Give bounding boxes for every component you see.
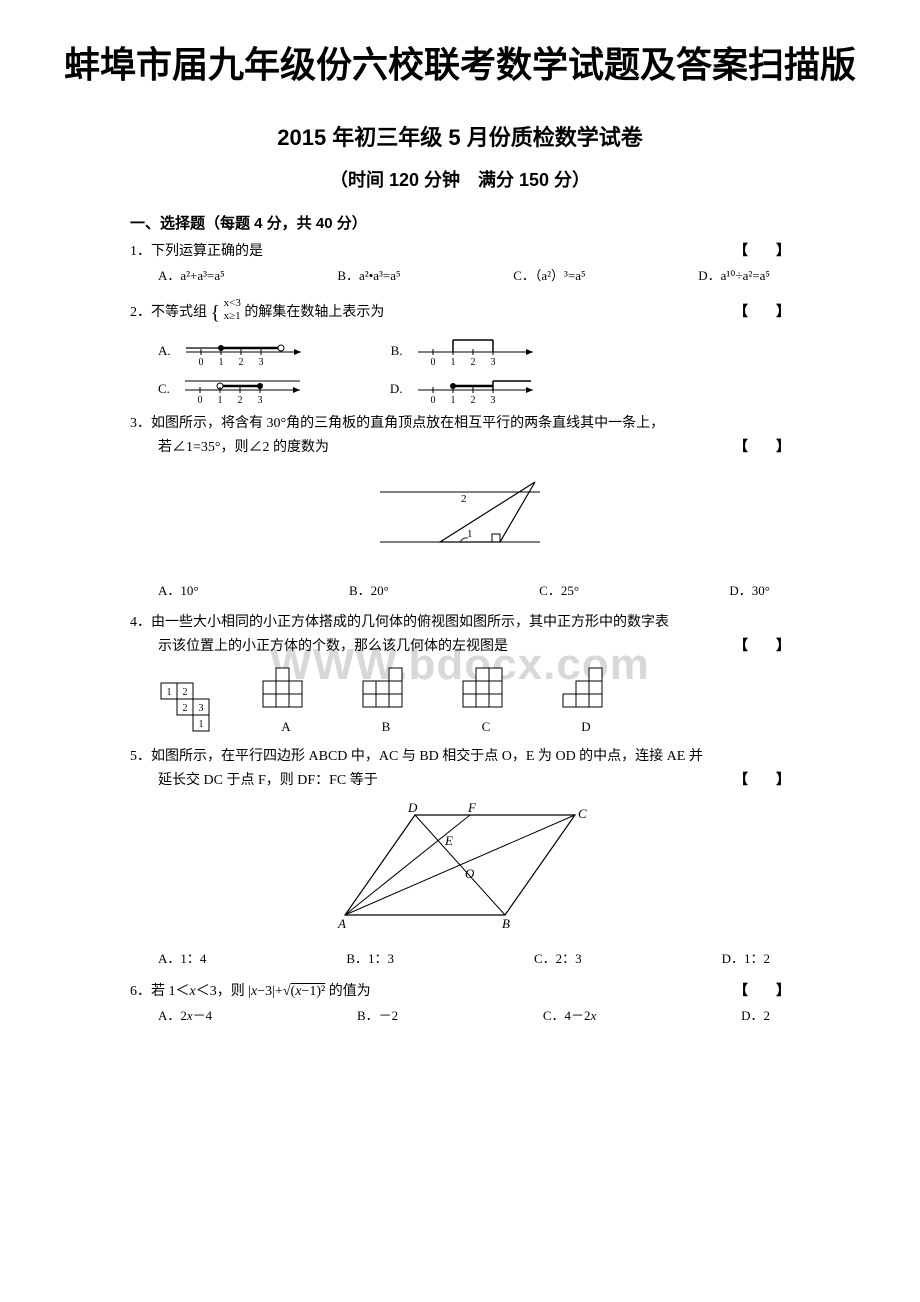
q3-opt-b: B．20°: [349, 581, 389, 602]
q6-opt-d: D．2: [741, 1006, 770, 1027]
svg-text:1: 1: [217, 395, 222, 405]
q2-label-d: D.: [390, 379, 403, 400]
q4-opt-d: D: [556, 666, 616, 737]
q1-opt-c: C．（a²）³=a⁵: [513, 266, 585, 287]
answer-bracket: 【 】: [734, 435, 790, 457]
number-line-d-icon: 0 1 2 3: [413, 375, 543, 405]
sub-title: 2015 年初三年级 5 月份质检数学试卷: [130, 120, 790, 152]
q6-opt-a: A．2x－4: [158, 1006, 212, 1027]
answer-bracket: 【 】: [734, 300, 790, 322]
svg-text:2: 2: [183, 703, 188, 714]
number-line-c-icon: 0 1 2 3: [180, 375, 310, 405]
exam-content: 2015 年初三年级 5 月份质检数学试卷 （时间 120 分钟 满分 150 …: [130, 120, 790, 1028]
q6-text: 6．若 1＜x＜3，则 |x−3|+√(x−1)² 的值为: [130, 981, 371, 1003]
svg-text:3: 3: [257, 395, 262, 405]
q2-label-a: A.: [158, 341, 171, 362]
q4-opt-c: C: [456, 666, 516, 737]
q2-sys-bot: x≥1: [224, 310, 241, 322]
svg-text:3: 3: [490, 357, 495, 367]
svg-text:0: 0: [197, 395, 202, 405]
q4-opt-b: B: [356, 666, 416, 737]
answer-bracket: 【 】: [734, 239, 790, 261]
svg-text:D: D: [407, 800, 418, 815]
view-a-icon: [256, 666, 316, 708]
question-1: 1．下列运算正确的是 【 】 A．a²+a³=a⁵ B．a²•a³=a⁵ C．（…: [130, 239, 790, 288]
svg-text:B: B: [502, 916, 510, 930]
q2-sys-top: x<3: [224, 297, 241, 309]
question-2: 2．不等式组 { x<3 x≥1 的解集在数轴上表示为 【 】 A.: [130, 297, 790, 405]
svg-text:1: 1: [218, 357, 223, 367]
svg-text:3: 3: [199, 703, 204, 714]
q4-text1: 4．由一些大小相同的小正方体搭成的几何体的俯视图如图所示，其中正方形中的数字表: [130, 612, 790, 634]
q2-text: 2．不等式组 { x<3 x≥1 的解集在数轴上表示为: [130, 297, 384, 329]
q2-opt-a: A. 0 1 2 3: [158, 337, 311, 367]
question-3: 3．如图所示，将含有 30°角的三角板的直角顶点放在相互平行的两条直线其中一条上…: [130, 413, 790, 604]
question-5: 5．如图所示，在平行四边形 ABCD 中，AC 与 BD 相交于点 O，E 为 …: [130, 746, 790, 972]
q5-opt-a: A．1：4: [158, 949, 206, 970]
svg-text:C: C: [578, 806, 587, 821]
number-line-b-icon: 0 1 2 3: [413, 337, 543, 367]
time-info: （时间 120 分钟 满分 150 分）: [130, 166, 790, 192]
parallelogram-figure-icon: A B C D F E O: [320, 800, 600, 930]
q2-label-b: B.: [391, 341, 403, 362]
number-line-a-icon: 0 1 2 3: [181, 337, 311, 367]
q5-opt-d: D．1：2: [722, 949, 770, 970]
q4-text2: 示该位置上的小正方体的个数，那么该几何体的左视图是: [158, 636, 508, 658]
q4-opt-a: A: [256, 666, 316, 737]
svg-text:E: E: [444, 833, 453, 848]
q2-opt-c: C. 0 1 2 3: [158, 375, 310, 405]
question-6: 6．若 1＜x＜3，则 |x−3|+√(x−1)² 的值为 【 】 A．2x－4…: [130, 979, 790, 1028]
q6-opt-b: B．－2: [357, 1006, 398, 1027]
q3-opt-c: C．25°: [539, 581, 579, 602]
q5-opt-b: B．1：3: [346, 949, 394, 970]
triangle-figure-icon: 2 1: [360, 467, 560, 562]
q2-opt-d: D. 0 1 2 3: [390, 375, 543, 405]
svg-text:F: F: [467, 800, 477, 815]
q2-opt-b: B. 0 1 2 3: [391, 337, 543, 367]
svg-text:3: 3: [490, 395, 495, 405]
view-b-icon: [356, 666, 416, 708]
svg-text:2: 2: [183, 687, 188, 698]
q3-opt-a: A．10°: [158, 581, 199, 602]
svg-text:A: A: [337, 916, 346, 930]
main-title: 蚌埠市届九年级份六校联考数学试题及答案扫描版: [30, 40, 890, 90]
q2-suffix: 的解集在数轴上表示为: [244, 305, 384, 320]
answer-bracket: 【 】: [734, 768, 790, 790]
q5-opt-c: C．2：3: [534, 949, 582, 970]
svg-text:2: 2: [470, 395, 475, 405]
question-4: 4．由一些大小相同的小正方体搭成的几何体的俯视图如图所示，其中正方形中的数字表 …: [130, 612, 790, 738]
q3-text2: 若∠1=35°，则∠2 的度数为: [158, 437, 329, 459]
top-view-grid-icon: 1 2 2 3 1: [158, 680, 216, 738]
q2-label-c: C.: [158, 379, 170, 400]
q1-opt-d: D．a¹⁰÷a²=a⁵: [698, 266, 770, 287]
svg-text:1: 1: [167, 687, 172, 698]
q1-opt-b: B．a²•a³=a⁵: [337, 266, 400, 287]
svg-text:2: 2: [237, 395, 242, 405]
q5-text1: 5．如图所示，在平行四边形 ABCD 中，AC 与 BD 相交于点 O，E 为 …: [130, 746, 790, 768]
q3-text1: 3．如图所示，将含有 30°角的三角板的直角顶点放在相互平行的两条直线其中一条上…: [130, 413, 790, 435]
svg-text:1: 1: [450, 357, 455, 367]
q6-opt-c: C．4－2x: [543, 1006, 596, 1027]
q3-opt-d: D．30°: [729, 581, 770, 602]
svg-text:0: 0: [430, 357, 435, 367]
q2-prefix: 2．不等式组: [130, 305, 207, 320]
view-c-icon: [456, 666, 516, 708]
svg-text:1: 1: [450, 395, 455, 405]
svg-text:0: 0: [198, 357, 203, 367]
svg-text:0: 0: [430, 395, 435, 405]
svg-text:2: 2: [470, 357, 475, 367]
svg-text:2: 2: [461, 493, 467, 505]
section-1-title: 一、选择题（每题 4 分，共 40 分）: [130, 212, 790, 233]
q1-opt-a: A．a²+a³=a⁵: [158, 266, 225, 287]
q5-text2: 延长交 DC 于点 F，则 DF：FC 等于: [158, 770, 378, 792]
answer-bracket: 【 】: [734, 634, 790, 656]
svg-text:O: O: [465, 866, 475, 881]
svg-text:1: 1: [199, 719, 204, 730]
svg-text:2: 2: [238, 357, 243, 367]
svg-text:3: 3: [258, 357, 263, 367]
q1-text: 1．下列运算正确的是: [130, 241, 263, 263]
view-d-icon: [556, 666, 616, 708]
answer-bracket: 【 】: [734, 979, 790, 1001]
